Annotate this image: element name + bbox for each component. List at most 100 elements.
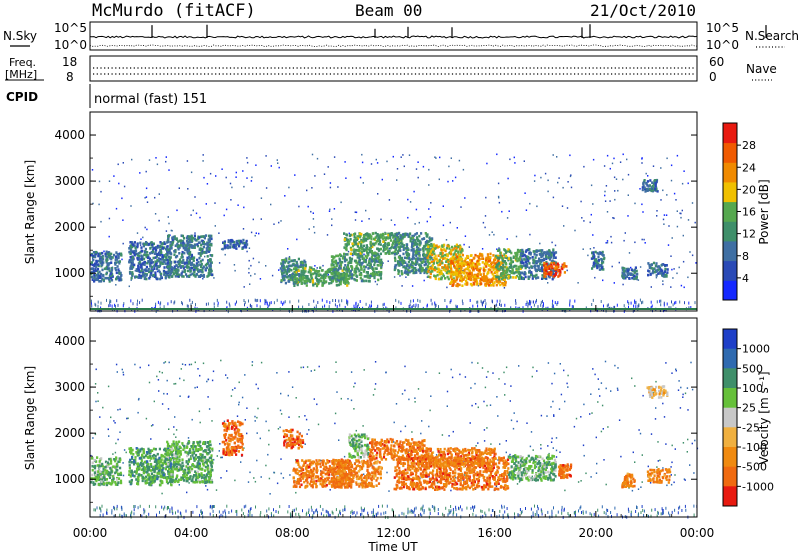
echo-cell bbox=[334, 272, 337, 275]
echo-cell bbox=[499, 261, 502, 264]
echo-cell bbox=[111, 273, 114, 277]
echo-cell bbox=[136, 254, 139, 257]
echo-cell bbox=[425, 256, 428, 259]
echo-cell bbox=[315, 304, 317, 308]
echo-cell bbox=[130, 279, 132, 281]
echo-cell bbox=[523, 271, 526, 274]
echo-cell bbox=[109, 301, 111, 305]
echo-cell bbox=[418, 221, 420, 224]
echo-cell bbox=[627, 300, 629, 304]
echo-cell bbox=[371, 271, 374, 275]
echo-cell bbox=[662, 218, 665, 221]
echo-cell bbox=[195, 303, 196, 307]
echo-cell bbox=[396, 250, 399, 253]
echo-cell bbox=[468, 278, 471, 281]
echo-cell bbox=[472, 505, 473, 509]
echo-cell bbox=[628, 305, 629, 309]
echo-cell bbox=[507, 513, 509, 517]
echo-cell bbox=[473, 508, 474, 512]
echo-cell bbox=[494, 256, 497, 260]
echo-cell bbox=[431, 302, 433, 306]
echo-cell bbox=[485, 265, 488, 268]
echo-cell bbox=[627, 215, 629, 217]
echo-cell bbox=[180, 256, 183, 259]
echo-cell bbox=[364, 254, 367, 258]
echo-cell bbox=[624, 269, 627, 273]
echo-cell bbox=[94, 255, 97, 259]
echo-cell bbox=[122, 242, 124, 245]
echo-cell bbox=[212, 505, 214, 509]
echo-cell bbox=[557, 301, 559, 305]
echo-cell bbox=[650, 186, 653, 189]
echo-cell bbox=[98, 254, 101, 258]
echo-cell bbox=[290, 268, 293, 272]
echo-cell bbox=[177, 247, 180, 251]
echo-cell bbox=[355, 238, 359, 242]
echo-cell bbox=[370, 237, 373, 241]
echo-cell bbox=[123, 302, 125, 306]
echo-cell bbox=[250, 274, 252, 277]
echo-cell bbox=[368, 274, 371, 277]
echo-cell bbox=[658, 268, 661, 271]
echo-cell bbox=[542, 303, 544, 307]
echo-cell bbox=[563, 225, 565, 227]
echo-cell bbox=[347, 264, 350, 267]
echo-cell bbox=[545, 266, 548, 270]
echo-cell bbox=[311, 153, 314, 156]
echo-cell bbox=[347, 268, 350, 271]
echo-cell bbox=[459, 245, 462, 249]
echo-cell bbox=[401, 285, 403, 287]
echo-cell bbox=[178, 187, 180, 189]
echo-cell bbox=[335, 272, 338, 275]
echo-cell bbox=[226, 244, 229, 247]
echo-cell bbox=[358, 269, 361, 273]
echo-cell bbox=[536, 512, 538, 516]
echo-cell bbox=[368, 259, 371, 262]
echo-cell bbox=[656, 514, 658, 518]
echo-cell bbox=[230, 239, 233, 242]
echo-cell bbox=[338, 273, 341, 276]
echo-cell bbox=[167, 302, 169, 306]
echo-cell bbox=[146, 201, 149, 203]
echo-cell bbox=[472, 304, 474, 308]
echo-cell bbox=[99, 252, 102, 255]
echo-cell bbox=[192, 269, 195, 272]
echo-cell bbox=[128, 259, 131, 262]
echo-cell bbox=[347, 302, 349, 306]
echo-cell bbox=[192, 209, 194, 212]
echo-cell bbox=[244, 303, 245, 307]
echo-cell bbox=[234, 269, 236, 272]
echo-cell bbox=[465, 271, 468, 275]
echo-cell bbox=[155, 302, 157, 306]
echo-cell bbox=[132, 258, 135, 261]
echo-cell bbox=[173, 268, 176, 272]
echo-cell bbox=[185, 239, 189, 243]
echo-cell bbox=[490, 271, 493, 274]
echo-cell bbox=[688, 301, 690, 305]
echo-cell bbox=[320, 512, 322, 516]
echo-cell bbox=[144, 509, 146, 513]
echo-cell bbox=[426, 303, 428, 307]
echo-cell bbox=[374, 231, 377, 235]
echo-cell bbox=[643, 509, 645, 513]
echo-cell bbox=[451, 273, 454, 276]
echo-cell bbox=[437, 267, 440, 271]
echo-cell bbox=[315, 509, 317, 513]
echo-cell bbox=[501, 256, 504, 260]
echo-cell bbox=[628, 301, 630, 305]
echo-cell bbox=[462, 302, 464, 306]
echo-cell bbox=[329, 301, 331, 305]
echo-cell bbox=[455, 246, 458, 250]
echo-cell bbox=[400, 256, 403, 260]
echo-cell bbox=[500, 303, 502, 307]
echo-cell bbox=[359, 235, 362, 239]
echo-cell bbox=[365, 244, 368, 247]
echo-cell bbox=[517, 257, 520, 261]
echo-cell bbox=[170, 269, 173, 273]
echo-cell bbox=[361, 512, 363, 516]
echo-cell bbox=[209, 270, 212, 273]
echo-cell bbox=[519, 508, 521, 511]
echo-cell bbox=[200, 509, 202, 513]
echo-cell bbox=[364, 507, 365, 511]
echo-cell bbox=[655, 262, 658, 265]
